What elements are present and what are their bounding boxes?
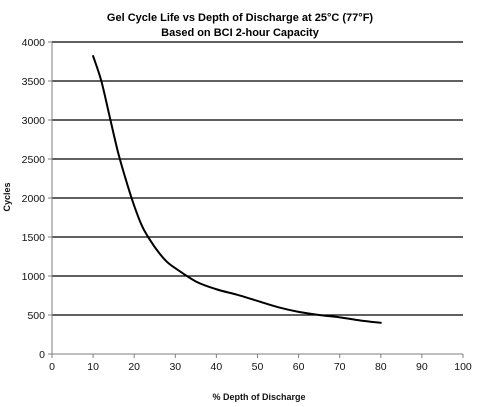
gridlines <box>52 41 463 316</box>
chart-subtitle: Based on BCI 2-hour Capacity <box>161 27 320 39</box>
x-tick-label-30: 30 <box>169 361 181 373</box>
x-tick-labels: 0 10 20 30 40 50 60 70 80 90 100 <box>49 361 472 373</box>
y-tick-label-3000: 3000 <box>22 115 46 127</box>
axes <box>48 41 464 358</box>
y-tick-label-4000: 4000 <box>22 37 46 49</box>
x-tick-label-100: 100 <box>454 361 472 373</box>
y-axis-label: Cycles <box>2 182 12 211</box>
y-tick-label-0: 0 <box>39 349 45 361</box>
y-tick-label-1500: 1500 <box>22 232 46 244</box>
series-line-0 <box>92 55 382 324</box>
x-tick-label-90: 90 <box>416 361 428 373</box>
y-tick-label-2500: 2500 <box>22 154 46 166</box>
x-tick-label-0: 0 <box>49 361 55 373</box>
chart-title: Gel Cycle Life vs Depth of Discharge at … <box>107 12 373 24</box>
x-tick-label-10: 10 <box>87 361 99 373</box>
x-tick-label-60: 60 <box>293 361 305 373</box>
x-axis-label: % Depth of Discharge <box>212 392 305 402</box>
x-tick-label-40: 40 <box>211 361 223 373</box>
y-tick-label-500: 500 <box>27 310 45 322</box>
x-tick-label-50: 50 <box>252 361 264 373</box>
y-tick-label-1000: 1000 <box>22 271 46 283</box>
series-lines <box>92 55 382 324</box>
y-tick-label-2000: 2000 <box>22 193 46 205</box>
y-tick-labels: 0 500 1000 1500 2000 2500 3000 3500 4000 <box>22 37 46 361</box>
x-tick-label-70: 70 <box>334 361 346 373</box>
x-tick-label-20: 20 <box>128 361 140 373</box>
y-tick-label-3500: 3500 <box>22 76 46 88</box>
x-tick-label-80: 80 <box>375 361 387 373</box>
